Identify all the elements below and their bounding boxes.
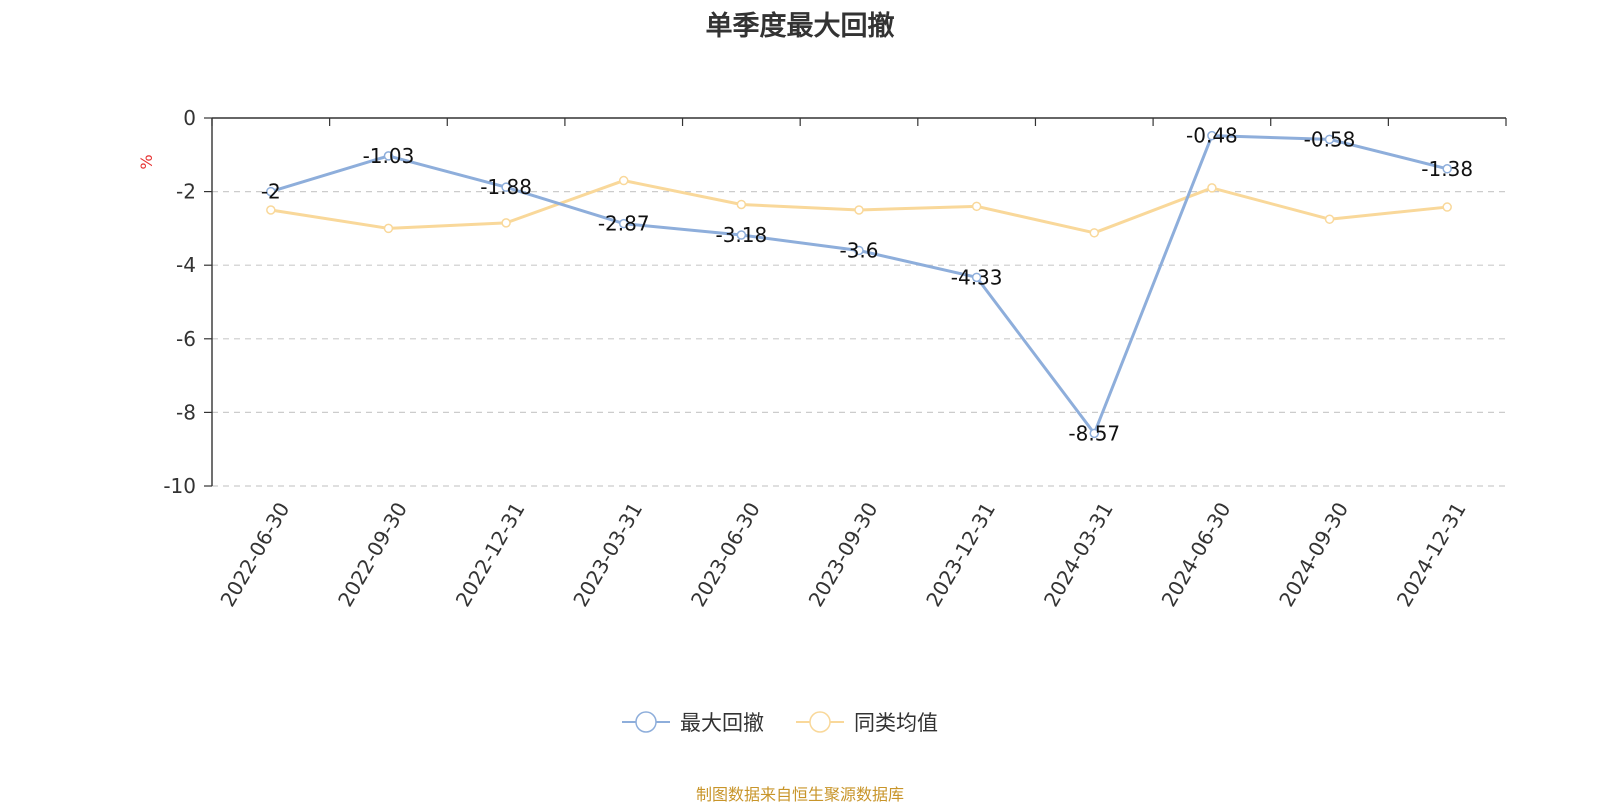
legend-label: 最大回撤 (680, 711, 764, 735)
y-tick-label: -8 (176, 400, 196, 424)
series-1-point (854, 205, 864, 215)
legend-swatch-marker (635, 711, 657, 733)
series-0-point (854, 245, 864, 256)
x-tick-label: 2023-03-31 (568, 498, 647, 611)
x-tick-label: 2024-03-31 (1039, 498, 1118, 611)
series-1-point (1324, 214, 1335, 224)
data-label: -2 (261, 180, 281, 204)
data-label: -0.48 (1186, 124, 1238, 148)
data-label: -1.38 (1421, 157, 1473, 181)
series-line-0 (269, 134, 1449, 435)
data-label: -1.88 (480, 175, 532, 199)
y-tick-label: -6 (176, 327, 196, 351)
data-label: -4.33 (951, 265, 1003, 289)
x-tick-label: 2024-12-31 (1392, 498, 1471, 611)
chart-title: 单季度最大回撤 (705, 11, 895, 42)
series-0-point (266, 186, 276, 197)
series-0-point (1207, 130, 1217, 141)
series-1-point (618, 175, 629, 186)
x-tick-label: 2023-06-30 (686, 498, 765, 611)
data-source-note: 制图数据来自恒生聚源数据库 (695, 785, 904, 804)
series-0-point (383, 151, 394, 161)
series-0-point (1442, 164, 1452, 174)
series-1-point (736, 199, 747, 210)
y-axis-unit-label: % (137, 154, 156, 169)
series-1-point (1207, 183, 1217, 193)
series-0-point (1089, 428, 1100, 439)
series-0-point (1324, 134, 1335, 145)
series-0-point (971, 272, 982, 283)
series-1-point (1089, 228, 1100, 238)
data-label: -0.58 (1304, 127, 1356, 151)
x-tick-label: 2023-12-31 (921, 498, 1000, 611)
series-0-point (736, 230, 747, 240)
x-tick-label: 2022-06-30 (215, 498, 294, 611)
y-tick-label: -4 (176, 253, 196, 277)
series-1-point (383, 223, 394, 234)
y-tick-label: 0 (183, 106, 196, 130)
grid-lines (212, 191, 1506, 487)
x-tick-label: 2024-09-30 (1274, 498, 1353, 611)
axes: 0 -2 -4 -6 -8 -10 2022-06-30 2022-09-30 2022-12-… (163, 106, 1507, 611)
x-tick-label: 2022-12-31 (451, 498, 530, 611)
y-tick-label: -2 (176, 180, 196, 204)
series-0-point (618, 218, 629, 229)
series-1-point (266, 205, 276, 215)
data-labels: -2 -1.03 -1.88 -2.87 -3.18 -3.6 -4.33 -8.57 -0.4… (261, 124, 1473, 446)
y-tick-label: -10 (163, 474, 196, 498)
data-label: -2.87 (598, 212, 650, 236)
legend-label: 同类均值 (854, 711, 938, 735)
series-1-point (1442, 202, 1452, 212)
series-1-point (971, 201, 982, 212)
series-lines (266, 130, 1452, 439)
x-tick-label: 2022-09-30 (333, 498, 412, 611)
data-label: -3.6 (839, 238, 878, 262)
data-label: -3.18 (715, 223, 767, 247)
series-1-point (501, 218, 511, 228)
data-label: -1.03 (363, 144, 415, 168)
x-tick-label: 2024-06-30 (1157, 498, 1236, 611)
legend[interactable]: 最大回撤 同类均值 (622, 711, 938, 735)
data-label: -8.57 (1068, 421, 1120, 445)
series-0-point (501, 182, 511, 192)
legend-swatch-marker (809, 711, 831, 733)
x-tick-label: 2023-09-30 (804, 498, 883, 611)
